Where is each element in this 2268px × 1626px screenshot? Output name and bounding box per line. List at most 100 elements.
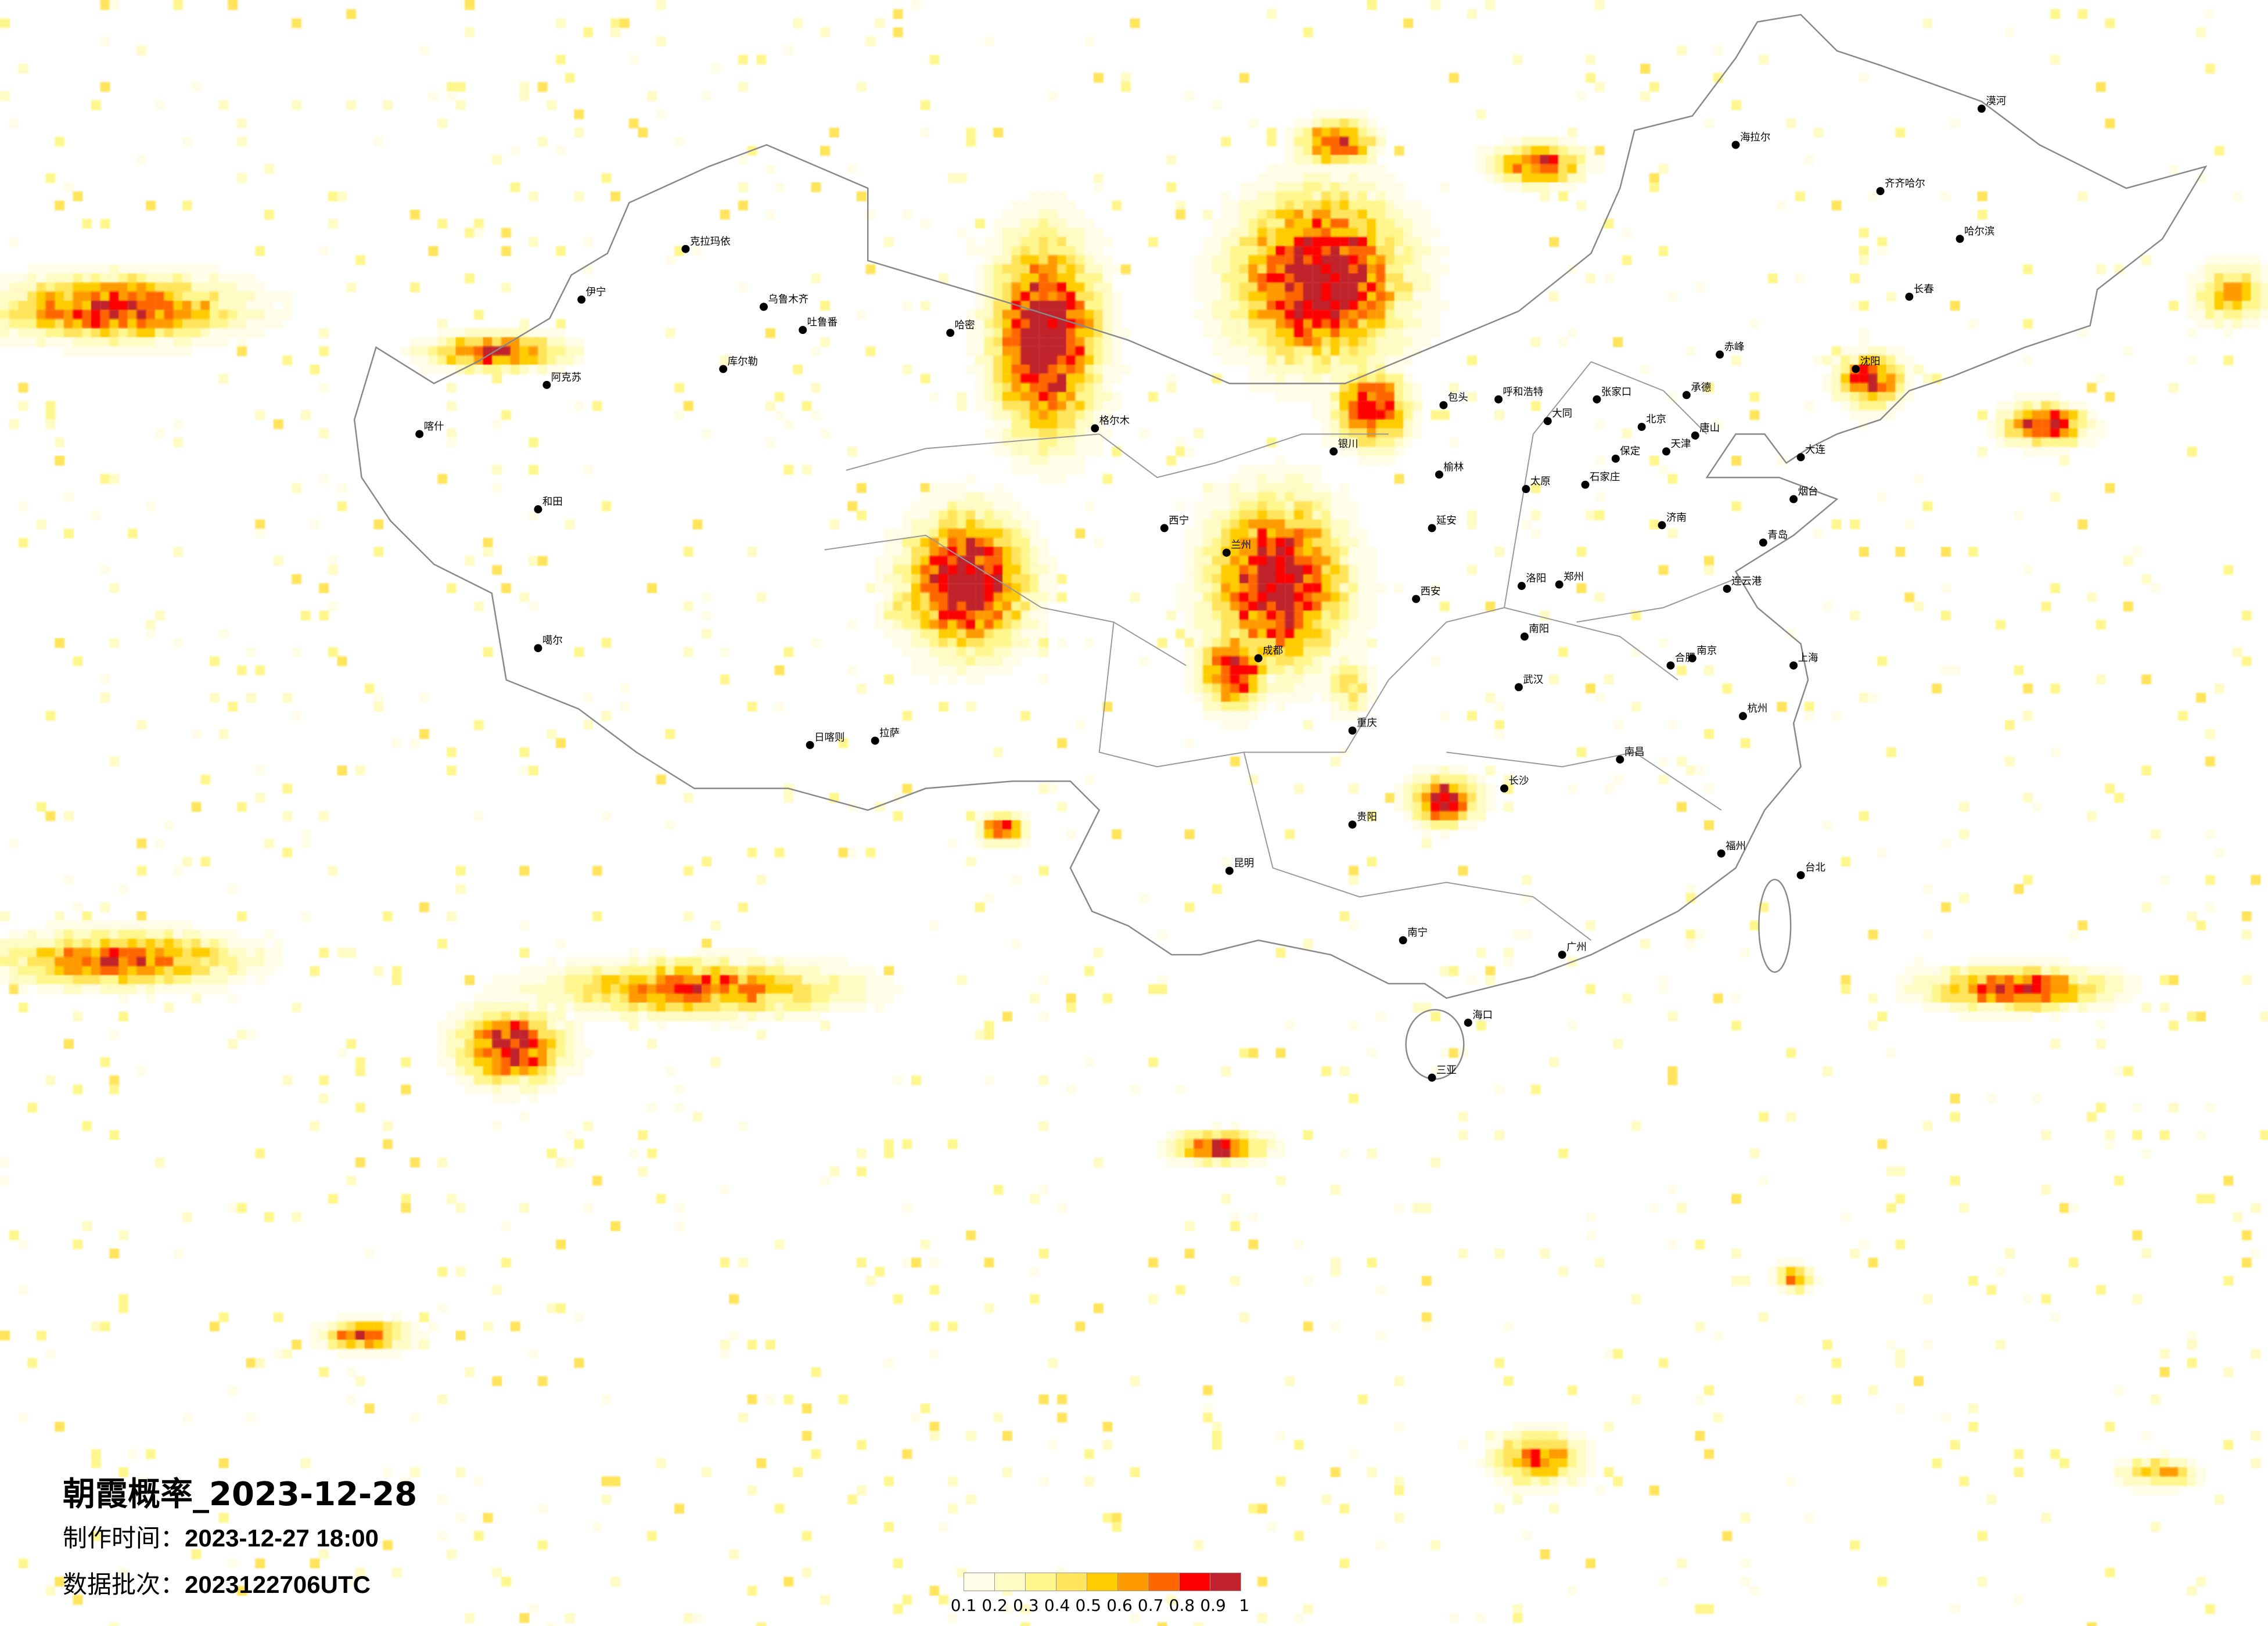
city-label: 太原: [1530, 476, 1551, 488]
city-dot: [1435, 470, 1443, 479]
legend-tick: 0.9: [1200, 1596, 1226, 1615]
city-dot: [1412, 595, 1421, 603]
city-label: 漠河: [1986, 96, 2006, 107]
city-dot: [1796, 453, 1805, 462]
legend-swatch: [1117, 1573, 1149, 1591]
city-dot: [1759, 538, 1767, 547]
city-label: 三亚: [1436, 1064, 1457, 1076]
city-dot: [1658, 521, 1666, 530]
city-dot: [1738, 712, 1747, 721]
city-dot: [1348, 726, 1357, 735]
city-label: 伊宁: [586, 286, 606, 298]
city-dot: [1717, 849, 1726, 858]
legend-swatch: [1148, 1573, 1180, 1591]
city-dot: [1225, 866, 1234, 875]
city-label: 噶尔: [542, 635, 563, 647]
legend-tick: 0.3: [1013, 1596, 1039, 1615]
city-label: 南京: [1696, 645, 1717, 657]
city-label: 西宁: [1169, 515, 1189, 527]
batch-label: 数据批次：: [63, 1570, 185, 1599]
city-dot: [1731, 141, 1740, 149]
city-dot: [946, 329, 955, 337]
city-label: 大连: [1805, 444, 1825, 456]
city-dot: [1348, 820, 1357, 829]
data-batch: 数据批次：2023122706UTC: [63, 1565, 371, 1600]
city-dot: [1666, 661, 1675, 670]
city-label: 南宁: [1407, 927, 1428, 939]
city-label: 广州: [1566, 942, 1587, 954]
city-dot: [1611, 454, 1620, 463]
city-dot: [1662, 447, 1670, 456]
city-dot: [534, 505, 542, 513]
city-dot: [759, 303, 768, 311]
city-label: 海口: [1472, 1010, 1493, 1021]
city-label: 重庆: [1357, 718, 1377, 729]
city-dot: [1464, 1019, 1472, 1027]
city-dot: [1593, 395, 1601, 404]
color-legend: [964, 1573, 1241, 1591]
city-label: 昆明: [1234, 858, 1254, 869]
province-boundaries: [824, 361, 1736, 941]
city-label: 库尔勒: [728, 356, 758, 368]
city-label: 吐鲁番: [807, 317, 838, 329]
city-label: 格尔木: [1099, 415, 1130, 427]
city-label: 济南: [1666, 512, 1687, 524]
city-dot: [1428, 1073, 1436, 1082]
city-dot: [415, 430, 424, 438]
batch-value: 2023122706UTC: [185, 1571, 371, 1598]
city-label: 哈尔滨: [1964, 226, 1994, 238]
city-label: 上海: [1798, 653, 1818, 664]
made-time-label: 制作时间：: [63, 1524, 185, 1552]
city-dot: [1428, 524, 1436, 533]
city-dot: [1688, 654, 1696, 663]
city-label: 大同: [1552, 408, 1572, 420]
city-dot: [1091, 424, 1099, 433]
city-dot: [1691, 431, 1699, 440]
city-dot: [1399, 936, 1407, 945]
legend-tick: 0.2: [982, 1596, 1008, 1615]
city-label: 喀什: [424, 421, 444, 433]
city-label: 榆林: [1443, 462, 1464, 473]
city-dot: [1500, 784, 1509, 793]
city-label: 包头: [1448, 392, 1468, 404]
city-dot: [799, 326, 807, 334]
made-time: 制作时间：2023-12-27 18:00: [63, 1519, 379, 1554]
city-label: 成都: [1263, 645, 1283, 657]
city-label: 延安: [1436, 515, 1457, 527]
taiwan-island: [1758, 879, 1792, 973]
city-label: 石家庄: [1590, 472, 1620, 483]
city-label: 克拉玛依: [690, 236, 731, 247]
city-label: 承德: [1691, 382, 1711, 394]
city-label: 台北: [1805, 862, 1825, 874]
city-label: 呼和浩特: [1503, 386, 1544, 398]
city-dot: [1616, 755, 1624, 764]
city-dot: [577, 295, 586, 304]
city-dot: [1796, 871, 1805, 880]
city-dot: [1254, 654, 1263, 663]
city-dot: [1716, 350, 1724, 359]
city-label: 福州: [1726, 840, 1746, 852]
legend-tick: 0.7: [1137, 1596, 1164, 1615]
legend-swatch: [994, 1573, 1026, 1591]
city-dot: [1789, 495, 1798, 503]
city-label: 南昌: [1624, 746, 1645, 758]
legend-tick: 0.5: [1075, 1596, 1102, 1615]
legend-tick: 1: [1239, 1596, 1250, 1615]
city-dot: [1522, 485, 1530, 494]
city-dot: [1852, 365, 1860, 373]
map-title: 朝霞概率_2023-12-28: [63, 1476, 418, 1513]
legend-swatch: [1210, 1573, 1241, 1591]
city-label: 武汉: [1523, 674, 1543, 686]
city-label: 和田: [542, 497, 563, 508]
city-label: 赤峰: [1724, 341, 1745, 353]
city-label: 银川: [1338, 438, 1358, 450]
city-dot: [681, 244, 690, 253]
made-time-value: 2023-12-27 18:00: [185, 1524, 379, 1552]
city-label: 南阳: [1529, 624, 1549, 635]
city-label: 杭州: [1747, 703, 1767, 715]
city-dot: [1956, 235, 1964, 243]
city-dot: [1977, 105, 1986, 113]
city-dot: [806, 740, 814, 749]
city-dot: [1637, 423, 1646, 431]
